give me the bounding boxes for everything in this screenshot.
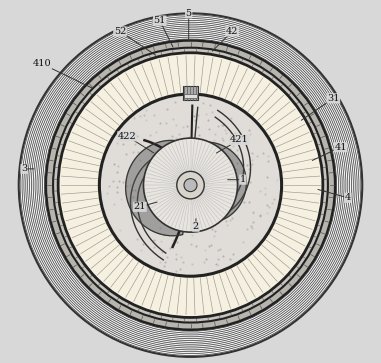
Circle shape [46, 40, 335, 330]
Text: 422: 422 [118, 132, 137, 141]
Text: 4: 4 [345, 193, 351, 202]
Text: 42: 42 [226, 27, 239, 36]
Text: 421: 421 [230, 135, 249, 144]
Text: 410: 410 [33, 60, 51, 69]
Circle shape [99, 94, 282, 276]
Circle shape [177, 171, 204, 199]
Text: 2: 2 [193, 222, 199, 231]
Circle shape [184, 179, 197, 192]
Text: 5: 5 [186, 9, 192, 18]
Text: 51: 51 [154, 16, 166, 25]
Text: 41: 41 [334, 143, 347, 152]
Circle shape [53, 48, 328, 323]
Circle shape [19, 13, 362, 357]
Text: 52: 52 [114, 27, 126, 36]
Bar [182, 86, 199, 100]
Bar [184, 94, 197, 98]
Text: 1: 1 [240, 175, 246, 184]
Text: 3: 3 [21, 164, 27, 174]
Polygon shape [126, 140, 190, 236]
Circle shape [144, 138, 237, 232]
Polygon shape [190, 142, 247, 223]
Text: 21: 21 [134, 202, 146, 211]
Text: 31: 31 [327, 94, 339, 103]
Circle shape [58, 53, 323, 318]
